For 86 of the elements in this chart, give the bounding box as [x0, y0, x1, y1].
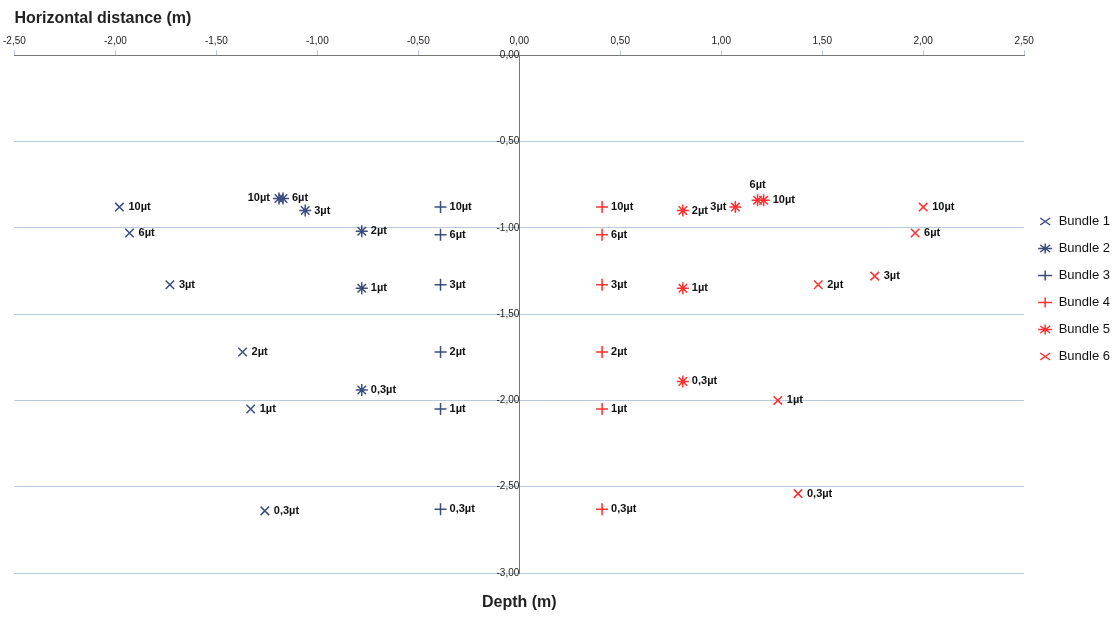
- annotation: 2µt: [691, 203, 709, 216]
- annotation: 0,3µt: [273, 503, 300, 516]
- legend-label: Bundle 5: [1058, 321, 1111, 337]
- point: [237, 347, 248, 358]
- annotation: 6µt: [749, 178, 766, 191]
- annotation: 6µt: [138, 226, 155, 239]
- point: [869, 271, 880, 282]
- point: [298, 203, 312, 218]
- annotation: 3µt: [449, 277, 466, 290]
- annotation: 1µt: [259, 402, 277, 415]
- point: [676, 374, 690, 389]
- annotation: 3µt: [611, 277, 628, 290]
- annotation: 10µt: [128, 200, 151, 213]
- point: [910, 227, 921, 238]
- point: [355, 281, 369, 295]
- annotation: 10µt: [247, 191, 271, 204]
- x-tick-label: 0,50: [610, 34, 631, 46]
- point: [259, 505, 270, 516]
- x-tick-label: -1,00: [305, 34, 330, 46]
- x-tick-label: 1,00: [711, 34, 732, 46]
- point: [355, 383, 369, 397]
- legend-label: Bundle 3: [1058, 267, 1111, 283]
- legend-label: Bundle 1: [1058, 213, 1111, 229]
- annotation: 6µt: [292, 191, 309, 204]
- point: [676, 203, 690, 218]
- point: [676, 281, 690, 295]
- point: [793, 488, 803, 499]
- annotation: 2µt: [251, 345, 269, 358]
- point: [164, 279, 175, 290]
- annotation: 6µt: [924, 226, 941, 239]
- x-tick-label: 1,50: [812, 34, 833, 46]
- annotation: 2µt: [449, 345, 466, 358]
- point: [918, 202, 929, 213]
- point: [728, 200, 743, 214]
- annotation: 0,3µt: [691, 374, 718, 387]
- x-tick-label: 2,50: [1014, 34, 1035, 46]
- x-tick-label: 0,00: [509, 34, 530, 46]
- annotation: 1µt: [691, 281, 709, 294]
- legend-label: Bundle 6: [1058, 348, 1111, 364]
- x-tick-label: -1,50: [204, 34, 229, 46]
- x-tick-label: -2,50: [3, 34, 27, 46]
- point: [114, 202, 125, 213]
- annotation: 3µt: [178, 277, 196, 290]
- y-tick-label: -1,50: [496, 307, 520, 319]
- point: [433, 502, 448, 516]
- annotation: 2µt: [611, 345, 628, 358]
- annotation: 10µt: [932, 200, 955, 213]
- annotation: 1µt: [370, 281, 388, 294]
- annotation: 2µt: [370, 224, 388, 237]
- point: [813, 279, 824, 290]
- annotation: 10µt: [611, 200, 634, 213]
- annotation: 0,3µt: [449, 502, 476, 515]
- y-tick-label: -1,00: [496, 221, 520, 233]
- point: [750, 193, 765, 207]
- point: [772, 395, 783, 406]
- annotation: 0,3µt: [370, 383, 397, 396]
- point: [245, 404, 256, 415]
- annotation: 3µt: [314, 203, 331, 216]
- annotation: 6µt: [449, 227, 466, 240]
- x-tick-label: -2,00: [103, 34, 128, 46]
- point: [276, 191, 290, 206]
- annotation: 1µt: [611, 402, 628, 415]
- legend-label: Bundle 2: [1058, 240, 1111, 256]
- y-tick-label: -3,00: [496, 566, 520, 578]
- y-tick-label: -2,50: [496, 480, 520, 492]
- point: [433, 227, 448, 242]
- annotation: 2µt: [827, 277, 844, 290]
- annotation: 10µt: [772, 193, 796, 206]
- annotation: 3µt: [710, 200, 727, 213]
- point: [355, 224, 369, 238]
- point: [433, 278, 448, 292]
- legend-label: Bundle 4: [1058, 294, 1111, 310]
- annotation: 1µt: [786, 393, 804, 406]
- y-tick-label: -0,50: [496, 135, 520, 147]
- annotation: 1µt: [449, 402, 466, 415]
- annotation: 0,3µt: [806, 486, 833, 499]
- x-axis-title: Horizontal distance (m): [14, 9, 192, 27]
- annotation: 0,3µt: [611, 502, 637, 515]
- y-tick-label: -2,00: [496, 394, 520, 406]
- annotation: 6µt: [611, 227, 628, 240]
- x-tick-label: -0,50: [406, 34, 431, 46]
- text: Depth (m): [481, 593, 557, 611]
- point: [124, 227, 135, 238]
- x-tick-label: 2,00: [913, 34, 934, 46]
- annotation: 10µt: [449, 200, 473, 213]
- annotation: 3µt: [883, 269, 901, 282]
